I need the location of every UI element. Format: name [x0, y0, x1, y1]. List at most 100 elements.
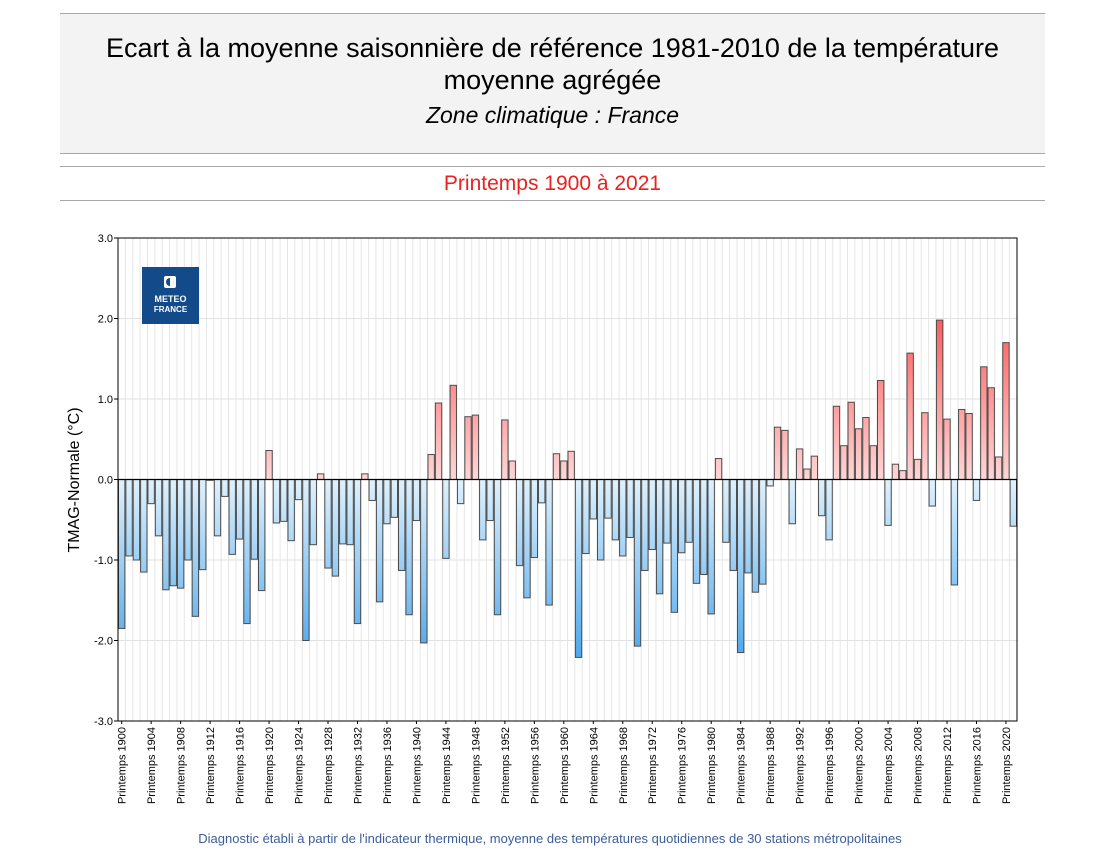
bar-1915 — [228, 479, 236, 555]
bar-1928 — [324, 479, 332, 569]
y-tick-label: 0.0 — [98, 475, 113, 487]
bar-2015 — [965, 412, 973, 480]
x-tick-label: Printemps 1968 — [618, 727, 630, 804]
bar-1925 — [302, 479, 310, 641]
bar-2001 — [862, 417, 870, 481]
bar-1916 — [235, 479, 244, 540]
bar-1914 — [221, 479, 229, 497]
bar-1918 — [250, 479, 259, 560]
bar-2013 — [950, 479, 959, 586]
bar-1966 — [604, 479, 612, 519]
x-tick-label: Printemps 1992 — [795, 727, 807, 804]
bar-1963 — [582, 479, 590, 555]
bar-1939 — [405, 479, 413, 616]
bar-1954 — [515, 479, 524, 567]
bar-1957 — [538, 479, 546, 504]
bar-1956 — [530, 479, 539, 559]
bar-2012 — [943, 418, 951, 480]
x-tick-label: Printemps 1972 — [647, 727, 659, 804]
bar-1958 — [545, 479, 553, 606]
bar-1917 — [243, 479, 251, 625]
bar-2019 — [994, 456, 1003, 480]
bar-1993 — [803, 468, 811, 481]
footer-note: Diagnostic établi à partir de l'indicate… — [198, 831, 902, 846]
bar-1992 — [795, 448, 804, 481]
bar-1978 — [692, 479, 701, 584]
bar-1972 — [648, 479, 656, 551]
bar-1926 — [309, 479, 317, 546]
bar-1948 — [471, 414, 480, 481]
logo-line-1: METEO — [154, 294, 186, 304]
bar-1973 — [655, 479, 664, 595]
title-panel: Ecart à la moyenne saisonnière de référe… — [60, 13, 1045, 154]
bar-1946 — [456, 479, 465, 505]
bar-2021 — [1009, 479, 1018, 527]
bar-1987 — [759, 479, 767, 585]
bar-2002 — [869, 445, 877, 481]
bar-1908 — [176, 479, 185, 589]
bar-1960 — [560, 460, 568, 480]
y-tick-label: 3.0 — [98, 233, 113, 245]
bar-1991 — [788, 479, 796, 525]
bar-1944 — [442, 479, 450, 559]
bar-1932 — [353, 479, 362, 625]
bar-1923 — [287, 479, 295, 542]
bar-2000 — [854, 428, 863, 481]
x-tick-label: Printemps 1976 — [677, 727, 689, 804]
bar-1955 — [523, 479, 531, 599]
bar-1901 — [125, 479, 133, 557]
bar-2017 — [980, 366, 988, 480]
bar-1977 — [685, 479, 693, 543]
x-tick-label: Printemps 1916 — [235, 727, 247, 804]
bar-1981 — [714, 458, 723, 481]
chart-subtitle: Zone climatique : France — [425, 102, 680, 128]
y-tick-label: -1.0 — [94, 555, 113, 567]
y-axis-ticks: 3.0 2.0 1.0 0.0 -1.0 -2.0 -3.0 — [94, 233, 118, 728]
x-tick-label: Printemps 2008 — [913, 727, 925, 804]
bar-2014 — [958, 408, 966, 480]
x-tick-label: Printemps 1932 — [352, 727, 364, 804]
bar-1941 — [420, 479, 428, 644]
bar-1922 — [280, 479, 288, 522]
x-tick-label: Printemps 1960 — [559, 727, 571, 804]
bar-1904 — [147, 479, 155, 505]
bar-1984 — [736, 479, 745, 654]
bar-1975 — [670, 479, 679, 613]
bar-1962 — [574, 479, 583, 658]
bar-1933 — [361, 473, 369, 480]
bar-1949 — [479, 479, 487, 541]
bar-2020 — [1002, 342, 1010, 480]
bar-1924 — [294, 479, 303, 501]
bar-1950 — [486, 479, 494, 522]
x-tick-label: Printemps 1936 — [382, 727, 394, 804]
bar-1934 — [368, 479, 376, 501]
bar-1911 — [199, 479, 207, 571]
bar-1964 — [589, 479, 597, 520]
bar-1986 — [751, 479, 760, 593]
bar-1982 — [722, 479, 730, 543]
bar-1942 — [427, 454, 435, 481]
bar-1943 — [434, 402, 443, 480]
bar-2018 — [987, 387, 995, 481]
bar-1935 — [375, 479, 384, 603]
x-tick-label: Printemps 1956 — [529, 727, 541, 804]
bar-1909 — [184, 479, 192, 561]
bar-1919 — [258, 479, 266, 592]
bar-1994 — [810, 455, 819, 480]
y-tick-label: 1.0 — [98, 394, 113, 406]
bar-1965 — [596, 479, 605, 561]
bar-2009 — [921, 412, 929, 480]
bar-1921 — [272, 479, 281, 524]
bar-1967 — [611, 479, 620, 541]
bar-2006 — [899, 470, 907, 480]
bar-1905 — [154, 479, 163, 537]
bar-1953 — [508, 460, 516, 480]
bar-2005 — [891, 463, 900, 480]
bar-1936 — [383, 479, 391, 525]
bar-1940 — [412, 479, 421, 522]
x-tick-label: Printemps 1912 — [205, 727, 217, 804]
bar-1931 — [346, 479, 354, 546]
bar-1902 — [132, 479, 141, 561]
x-tick-label: Printemps 2000 — [854, 727, 866, 804]
x-tick-label: Printemps 2016 — [971, 727, 983, 804]
